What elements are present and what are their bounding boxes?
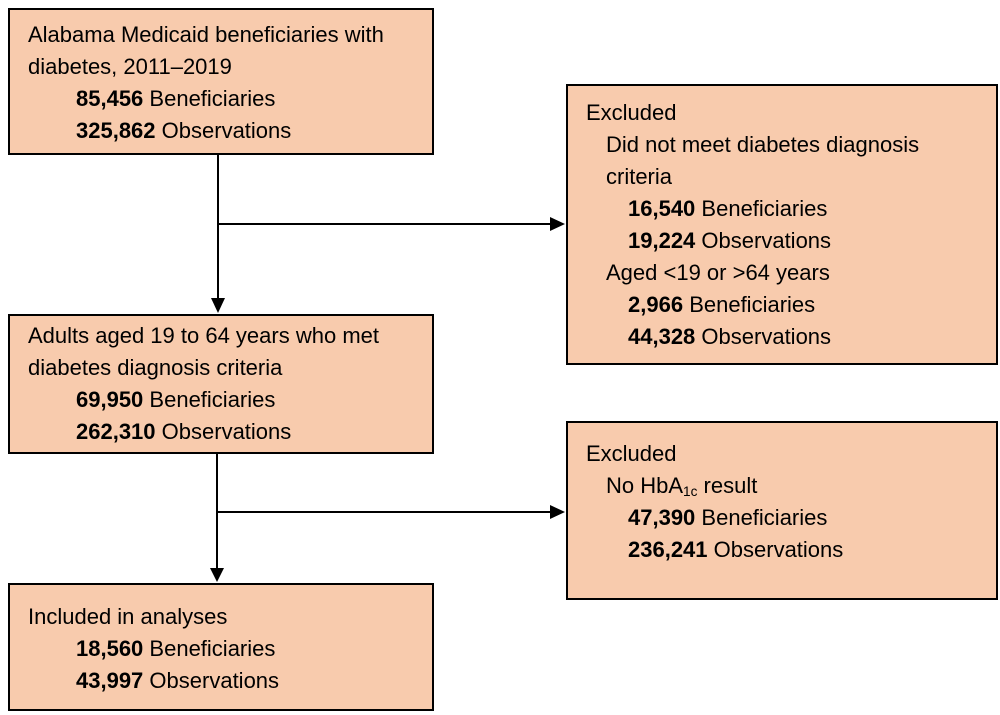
stat-row: 262,310 Observations xyxy=(76,416,408,448)
stat-row: 2,966 Beneficiaries xyxy=(628,289,976,321)
flow-box-included-analyses: Included in analyses 18,560 Beneficiarie… xyxy=(8,583,434,711)
stat-label: Beneficiaries xyxy=(149,86,276,111)
stat-label: Beneficiaries xyxy=(701,196,828,221)
stat-value: 18,560 xyxy=(76,636,144,661)
hba1c-subscript: 1c xyxy=(683,484,698,499)
stat-label: Observations xyxy=(701,324,832,349)
stat-label: Beneficiaries xyxy=(149,636,276,661)
box-title: Adults aged 19 to 64 years who met diabe… xyxy=(28,323,379,380)
stat-value: 85,456 xyxy=(76,86,144,111)
reason-text: result xyxy=(697,473,758,498)
stat-label: Observations xyxy=(161,419,292,444)
stat-row: 85,456 Beneficiaries xyxy=(76,83,408,115)
stat-value: 69,950 xyxy=(76,387,144,412)
stat-label: Observations xyxy=(701,228,832,253)
stat-value: 2,966 xyxy=(628,292,684,317)
flow-box-source-population: Alabama Medicaid beneficiaries with diab… xyxy=(8,8,434,155)
stat-value: 47,390 xyxy=(628,505,696,530)
stat-label: Observations xyxy=(149,668,280,693)
exclusion-reason: Aged <19 or >64 years xyxy=(606,260,830,285)
stat-label: Observations xyxy=(161,118,292,143)
stat-row: 236,241 Observations xyxy=(628,534,976,566)
stat-label: Beneficiaries xyxy=(689,292,816,317)
box-title: Alabama Medicaid beneficiaries with diab… xyxy=(28,22,384,79)
stat-row: 43,997 Observations xyxy=(76,665,408,697)
excluded-heading: Excluded xyxy=(586,100,677,125)
stat-value: 236,241 xyxy=(628,537,708,562)
stat-row: 69,950 Beneficiaries xyxy=(76,384,408,416)
stat-row: 16,540 Beneficiaries xyxy=(628,193,976,225)
stat-label: Observations xyxy=(713,537,844,562)
stat-row: 18,560 Beneficiaries xyxy=(76,633,408,665)
excluded-heading: Excluded xyxy=(586,441,677,466)
box-title: Included in analyses xyxy=(28,604,228,629)
flow-box-excluded-diagnosis-age: Excluded Did not meet diabetes diagnosis… xyxy=(566,84,998,365)
stat-label: Beneficiaries xyxy=(149,387,276,412)
exclusion-reason: No HbA1c result xyxy=(606,470,976,502)
stat-value: 44,328 xyxy=(628,324,696,349)
reason-text: No HbA xyxy=(606,473,684,498)
arrow-branch-to-excluded1 xyxy=(218,217,565,231)
stat-row: 325,862 Observations xyxy=(76,115,408,147)
stat-row: 44,328 Observations xyxy=(628,321,976,353)
flow-box-eligible-adults: Adults aged 19 to 64 years who met diabe… xyxy=(8,314,434,454)
stat-value: 262,310 xyxy=(76,419,156,444)
arrow-cohort1-to-cohort2 xyxy=(211,155,225,313)
stat-value: 325,862 xyxy=(76,118,156,143)
stat-value: 16,540 xyxy=(628,196,696,221)
stat-value: 43,997 xyxy=(76,668,144,693)
arrow-branch-to-excluded2 xyxy=(217,505,565,519)
flow-box-excluded-no-hba1c: Excluded No HbA1c result 47,390 Benefici… xyxy=(566,421,998,600)
stat-row: 19,224 Observations xyxy=(628,225,976,257)
stat-row: 47,390 Beneficiaries xyxy=(628,502,976,534)
arrow-cohort2-to-cohort3 xyxy=(210,454,224,582)
stat-value: 19,224 xyxy=(628,228,696,253)
stat-label: Beneficiaries xyxy=(701,505,828,530)
exclusion-reason: Did not meet diabetes diagnosis criteria xyxy=(606,132,920,189)
